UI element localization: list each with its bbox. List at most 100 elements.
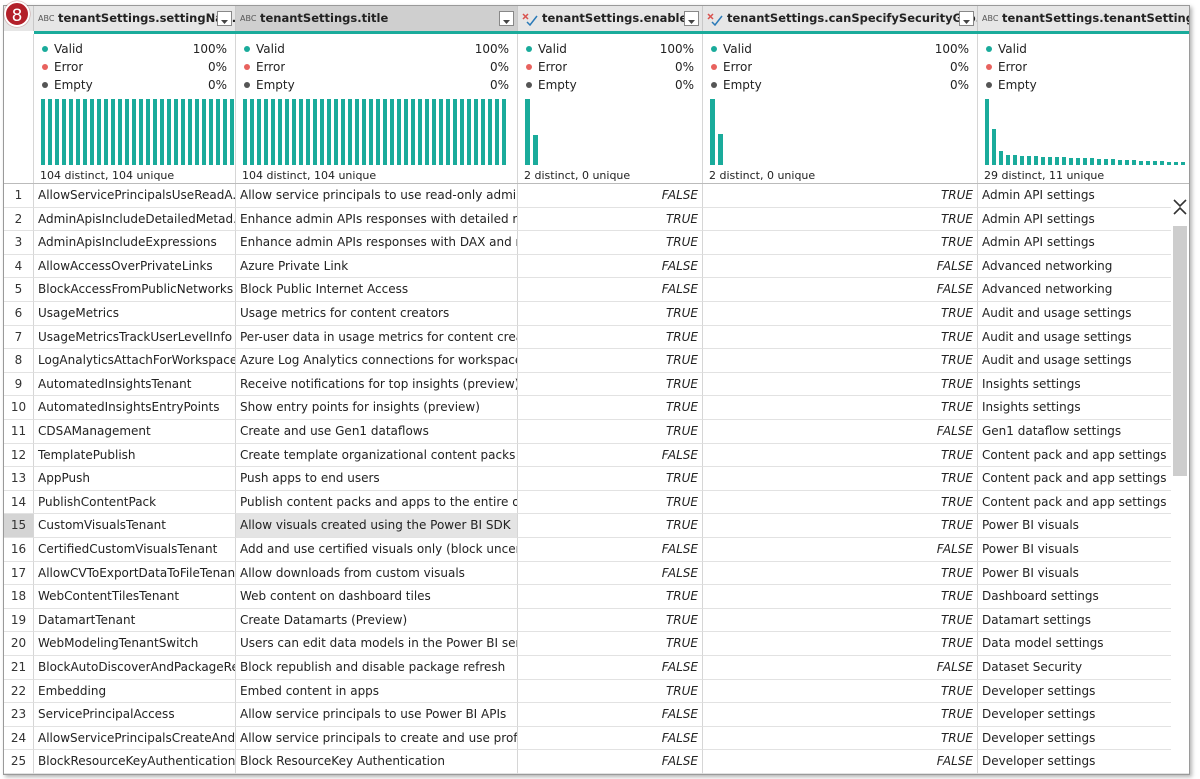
data-cell[interactable]: ServicePrincipalAccess — [34, 703, 236, 727]
data-cell[interactable]: Developer settings — [978, 750, 1189, 774]
data-cell[interactable]: FALSE — [703, 420, 978, 444]
data-cell[interactable]: Gen1 dataflow settings — [978, 420, 1189, 444]
data-cell[interactable]: Allow service principals to create and u… — [236, 726, 518, 751]
data-cell[interactable]: Enhance admin APIs responses with detail… — [236, 207, 518, 232]
data-cell[interactable]: TRUE — [703, 561, 978, 586]
data-cell[interactable]: Allow service principals to use Power BI… — [236, 703, 518, 727]
data-cell[interactable]: Power BI visuals — [978, 562, 1189, 586]
data-cell[interactable]: Allow downloads from custom visuals — [236, 561, 518, 586]
data-cell[interactable]: Audit and usage settings — [978, 349, 1189, 373]
data-cell[interactable]: Receive notifications for top insights (… — [236, 372, 518, 397]
data-cell[interactable]: Azure Log Analytics connections for work… — [236, 349, 518, 373]
column-dropdown[interactable] — [499, 11, 514, 26]
data-cell[interactable]: TRUE — [703, 302, 978, 326]
data-cell[interactable]: BlockResourceKeyAuthentication — [34, 750, 236, 774]
row-number[interactable]: 14 — [4, 490, 34, 515]
data-cell[interactable]: TRUE — [703, 349, 978, 373]
data-cell[interactable]: Dataset Security — [978, 656, 1189, 680]
data-cell[interactable]: AdminApisIncludeExpressions — [34, 231, 236, 255]
row-number[interactable]: 9 — [4, 372, 34, 397]
row-number[interactable]: 16 — [4, 538, 34, 562]
data-cell[interactable]: Audit and usage settings — [978, 326, 1189, 350]
data-cell[interactable]: FALSE — [703, 750, 978, 774]
data-cell[interactable]: Web content on dashboard tiles — [236, 585, 518, 609]
data-cell[interactable]: BlockAutoDiscoverAndPackageRe... — [34, 656, 236, 680]
data-cell[interactable]: FALSE — [703, 656, 978, 680]
row-number[interactable]: 12 — [4, 443, 34, 468]
data-cell[interactable]: Admin API settings — [978, 208, 1189, 232]
data-cell[interactable]: Advanced networking — [978, 255, 1189, 279]
scroll-arrow[interactable] — [1171, 204, 1189, 218]
data-cell[interactable]: Insights settings — [978, 396, 1189, 420]
data-cell[interactable]: Developer settings — [978, 680, 1189, 704]
column-dropdown[interactable] — [217, 11, 232, 26]
data-cell[interactable]: TRUE — [518, 302, 703, 326]
data-cell[interactable]: Publish content packs and apps to the en… — [236, 490, 518, 515]
data-cell[interactable]: PublishContentPack — [34, 490, 236, 515]
data-cell[interactable]: Datamart settings — [978, 609, 1189, 633]
data-cell[interactable]: TRUE — [703, 184, 978, 208]
data-cell[interactable]: Allow visuals created using the Power BI… — [236, 514, 518, 538]
data-cell[interactable]: Azure Private Link — [236, 254, 518, 279]
data-cell[interactable]: TRUE — [518, 325, 703, 350]
data-cell[interactable]: Per-user data in usage metrics for conte… — [236, 325, 518, 350]
data-cell[interactable]: WebContentTilesTenant — [34, 585, 236, 609]
row-number[interactable]: 3 — [4, 231, 34, 255]
data-cell[interactable]: TRUE — [703, 632, 978, 656]
data-cell[interactable]: TRUE — [703, 207, 978, 232]
data-cell[interactable]: FALSE — [518, 750, 703, 774]
data-cell[interactable]: Audit and usage settings — [978, 302, 1189, 326]
data-cell[interactable]: FALSE — [518, 538, 703, 562]
data-cell[interactable]: Advanced networking — [978, 278, 1189, 302]
data-cell[interactable]: FALSE — [518, 184, 703, 208]
row-number[interactable]: 21 — [4, 656, 34, 680]
column-dropdown[interactable] — [684, 11, 699, 26]
data-cell[interactable]: Admin API settings — [978, 184, 1189, 208]
data-cell[interactable]: TemplatePublish — [34, 443, 236, 468]
data-cell[interactable]: Block republish and disable package refr… — [236, 656, 518, 680]
data-cell[interactable]: Content pack and app settings — [978, 467, 1189, 491]
scroll-thumb[interactable] — [1173, 226, 1187, 476]
data-cell[interactable]: TRUE — [703, 490, 978, 515]
data-cell[interactable]: AllowCVToExportDataToFileTenant — [34, 561, 236, 586]
row-number[interactable]: 19 — [4, 608, 34, 633]
data-cell[interactable]: CertifiedCustomVisualsTenant — [34, 538, 236, 562]
data-cell[interactable]: AllowServicePrincipalsUseReadA... — [34, 184, 236, 208]
column-header[interactable]: tenantSettings.canSpecifySecurityGro... — [703, 6, 978, 31]
data-cell[interactable]: TRUE — [518, 372, 703, 397]
row-number[interactable]: 1 — [4, 184, 34, 208]
data-cell[interactable]: Admin API settings — [978, 231, 1189, 255]
row-number[interactable]: 24 — [4, 726, 34, 751]
data-cell[interactable]: Power BI visuals — [978, 538, 1189, 562]
data-cell[interactable]: Users can edit data models in the Power … — [236, 632, 518, 656]
data-cell[interactable]: BlockAccessFromPublicNetworks — [34, 278, 236, 302]
row-number[interactable]: 5 — [4, 278, 34, 302]
data-cell[interactable]: AutomatedInsightsEntryPoints — [34, 396, 236, 420]
data-cell[interactable]: Developer settings — [978, 703, 1189, 727]
data-cell[interactable]: Power BI visuals — [978, 514, 1189, 538]
row-number[interactable]: 18 — [4, 585, 34, 609]
data-cell[interactable]: AutomatedInsightsTenant — [34, 372, 236, 397]
data-cell[interactable]: Content pack and app settings — [978, 444, 1189, 468]
data-cell[interactable]: UsageMetrics — [34, 302, 236, 326]
data-cell[interactable]: TRUE — [703, 585, 978, 609]
column-header[interactable]: ABC tenantSettings.title — [236, 6, 518, 31]
data-cell[interactable]: AllowServicePrincipalsCreateAnd... — [34, 726, 236, 751]
row-number[interactable]: 11 — [4, 420, 34, 444]
row-number[interactable]: 2 — [4, 207, 34, 232]
data-cell[interactable]: Enhance admin APIs responses with DAX an… — [236, 231, 518, 255]
row-number[interactable]: 4 — [4, 254, 34, 279]
data-cell[interactable]: Block Public Internet Access — [236, 278, 518, 302]
data-cell[interactable]: TRUE — [518, 207, 703, 232]
data-cell[interactable]: TRUE — [518, 632, 703, 656]
data-cell[interactable]: TRUE — [703, 703, 978, 727]
data-cell[interactable]: DatamartTenant — [34, 608, 236, 633]
data-cell[interactable]: AllowAccessOverPrivateLinks — [34, 254, 236, 279]
data-cell[interactable]: TRUE — [518, 396, 703, 420]
data-cell[interactable]: TRUE — [703, 514, 978, 538]
row-number[interactable]: 13 — [4, 467, 34, 491]
data-cell[interactable]: Data model settings — [978, 632, 1189, 656]
data-cell[interactable]: TRUE — [518, 231, 703, 255]
vertical-scrollbar[interactable] — [1171, 196, 1189, 766]
data-cell[interactable]: FALSE — [518, 443, 703, 468]
